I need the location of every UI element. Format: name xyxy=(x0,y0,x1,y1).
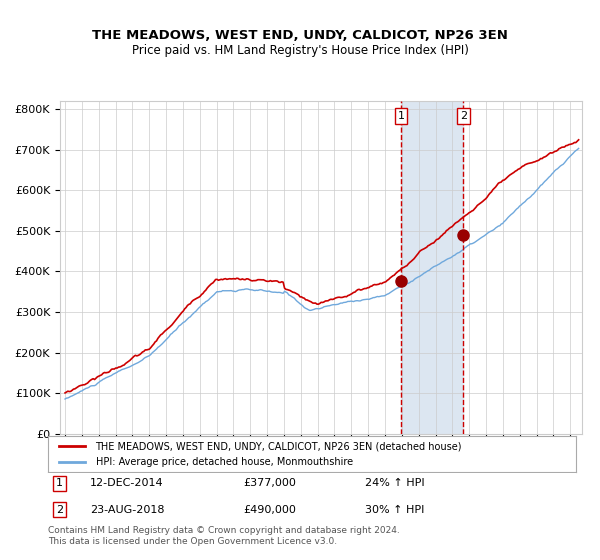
Text: 2: 2 xyxy=(460,111,467,121)
Text: 12-DEC-2014: 12-DEC-2014 xyxy=(90,478,164,488)
Text: £490,000: £490,000 xyxy=(244,505,296,515)
Text: HPI: Average price, detached house, Monmouthshire: HPI: Average price, detached house, Monm… xyxy=(95,456,353,466)
Text: THE MEADOWS, WEST END, UNDY, CALDICOT, NP26 3EN: THE MEADOWS, WEST END, UNDY, CALDICOT, N… xyxy=(92,29,508,42)
Text: 1: 1 xyxy=(56,478,63,488)
Text: 30% ↑ HPI: 30% ↑ HPI xyxy=(365,505,424,515)
Text: 23-AUG-2018: 23-AUG-2018 xyxy=(90,505,165,515)
Text: 1: 1 xyxy=(397,111,404,121)
Bar xyxy=(401,101,463,434)
Text: Contains HM Land Registry data © Crown copyright and database right 2024.
This d: Contains HM Land Registry data © Crown c… xyxy=(48,526,400,546)
Text: 2: 2 xyxy=(56,505,63,515)
Text: £377,000: £377,000 xyxy=(244,478,296,488)
Text: Price paid vs. HM Land Registry's House Price Index (HPI): Price paid vs. HM Land Registry's House … xyxy=(131,44,469,57)
Text: 24% ↑ HPI: 24% ↑ HPI xyxy=(365,478,424,488)
Text: THE MEADOWS, WEST END, UNDY, CALDICOT, NP26 3EN (detached house): THE MEADOWS, WEST END, UNDY, CALDICOT, N… xyxy=(95,441,462,451)
